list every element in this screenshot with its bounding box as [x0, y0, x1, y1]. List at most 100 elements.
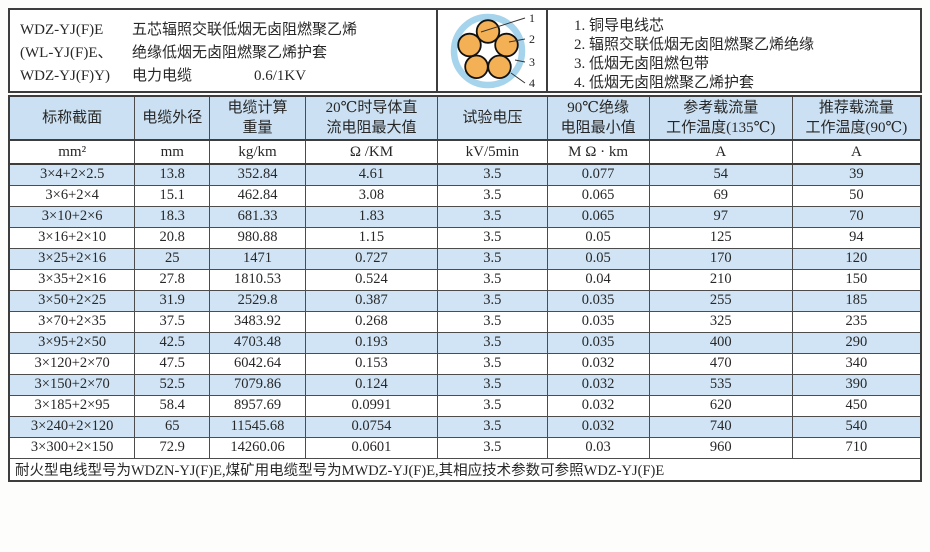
table-cell: 18.3 [134, 205, 211, 228]
table-cell: 15.1 [134, 184, 211, 207]
table-cell: 620 [648, 394, 793, 417]
description-line: 电力电缆 0.6/1KV [132, 65, 357, 88]
unit-cell: A [648, 139, 793, 165]
legend-item: 3. 低烟无卤阻燃包带 [574, 56, 710, 72]
table-cell: 3×70+2×35 [8, 310, 136, 333]
table-cell: 980.88 [209, 226, 306, 249]
column-header: 20℃时导体直 流电阻最大值 [304, 95, 439, 141]
table-cell: 0.032 [546, 415, 650, 438]
table-cell: 960 [648, 436, 793, 459]
table-cell: 125 [648, 226, 793, 249]
table-cell: 54 [648, 163, 793, 186]
table-cell: 1.83 [304, 205, 439, 228]
table-cell: 390 [791, 373, 922, 396]
units-row: mm² mm kg/km Ω /KM kV/5min M Ω · km A A [8, 139, 922, 165]
table-cell: 3.5 [437, 415, 548, 438]
table-cell: 325 [648, 310, 793, 333]
table-cell: 470 [648, 352, 793, 375]
voltage-rating: 0.6/1KV [254, 68, 307, 84]
table-cell: 0.05 [546, 247, 650, 270]
table-cell: 3×16+2×10 [8, 226, 136, 249]
table-cell: 1471 [209, 247, 306, 270]
unit-cell: kg/km [209, 139, 306, 165]
table-row: 3×35+2×16 27.8 1810.53 0.524 3.5 0.04 210 150 [8, 268, 922, 291]
table-row: 3×50+2×25 31.9 2529.8 0.387 3.5 0.035 255 185 [8, 289, 922, 312]
table-cell: 3×25+2×16 [8, 247, 136, 270]
callout-number: 4 [529, 76, 535, 90]
table-cell: 69 [648, 184, 793, 207]
table-cell: 6042.64 [209, 352, 306, 375]
table-cell: 0.032 [546, 352, 650, 375]
unit-cell: M Ω · km [546, 139, 650, 165]
callout-lines [480, 17, 526, 84]
unit-cell: kV/5min [437, 139, 548, 165]
table-cell: 0.03 [546, 436, 650, 459]
table-cell: 120 [791, 247, 922, 270]
table-cell: 340 [791, 352, 922, 375]
table-cell: 8957.69 [209, 394, 306, 417]
table-cell: 210 [648, 268, 793, 291]
description-line: 五芯辐照交联低烟无卤阻燃聚乙烯 [132, 22, 358, 38]
table-cell: 50 [791, 184, 922, 207]
unit-cell: Ω /KM [304, 139, 439, 165]
callout-number: 3 [529, 55, 535, 69]
cable-cross-section-diagram: 1 2 3 4 [438, 10, 548, 91]
callout-number: 2 [529, 32, 535, 46]
spec-table: 标称截面 电缆外径 电缆计算 重量 20℃时导体直 流电阻最大值 试验电压 90℃绝缘 电… [8, 95, 922, 482]
title-block: WDZ-YJ(F)E (WL-YJ(F)E、 WDZ-YJ(F)Y) 五芯辐照交联低… [8, 8, 922, 93]
table-cell: 0.04 [546, 268, 650, 291]
table-cell: 0.032 [546, 394, 650, 417]
table-cell: 0.124 [304, 373, 439, 396]
table-cell: 352.84 [209, 163, 306, 186]
table-cell: 14260.06 [209, 436, 306, 459]
table-row: 3×240+2×120 65 11545.68 0.0754 3.5 0.032 740 54… [8, 415, 922, 438]
legend-item: 1. 铜导电线芯 [574, 18, 665, 34]
table-cell: 681.33 [209, 205, 306, 228]
table-cell: 3×4+2×2.5 [8, 163, 136, 186]
table-cell: 3×185+2×95 [8, 394, 136, 417]
callout-numbers: 1 2 3 4 [529, 11, 535, 90]
footnote-row: 耐火型电线型号为WDZN-YJ(F)E,煤矿用电缆型号为MWDZ-YJ(F)E,… [8, 457, 922, 482]
table-cell: 3.5 [437, 163, 548, 186]
table-cell: 0.193 [304, 331, 439, 354]
table-cell: 42.5 [134, 331, 211, 354]
callout-number: 1 [529, 11, 535, 25]
table-cell: 0.0601 [304, 436, 439, 459]
column-header: 标称截面 [8, 95, 136, 141]
table-cell: 0.065 [546, 184, 650, 207]
table-cell: 97 [648, 205, 793, 228]
table-cell: 4703.48 [209, 331, 306, 354]
cable-core [475, 19, 501, 44]
table-cell: 20.8 [134, 226, 211, 249]
table-cell: 0.035 [546, 331, 650, 354]
table-cell: 3.5 [437, 205, 548, 228]
description-line: 绝缘低烟无卤阻燃聚乙烯护套 [132, 45, 328, 61]
table-cell: 3483.92 [209, 310, 306, 333]
content-frame: WDZ-YJ(F)E (WL-YJ(F)E、 WDZ-YJ(F)Y) 五芯辐照交联低… [8, 8, 922, 482]
unit-cell: mm [134, 139, 211, 165]
column-header: 试验电压 [437, 95, 548, 141]
table-cell: 65 [134, 415, 211, 438]
header-row: 标称截面 电缆外径 电缆计算 重量 20℃时导体直 流电阻最大值 试验电压 90℃绝缘 电… [8, 95, 922, 141]
table-cell: 47.5 [134, 352, 211, 375]
table-cell: 27.8 [134, 268, 211, 291]
table-cell: 540 [791, 415, 922, 438]
table-row: 3×185+2×95 58.4 8957.69 0.0991 3.5 0.032 620 45… [8, 394, 922, 417]
table-cell: 3×50+2×25 [8, 289, 136, 312]
table-cell: 0.153 [304, 352, 439, 375]
model-code-line: WDZ-YJ(F)Y) [20, 68, 110, 84]
unit-cell: mm² [8, 139, 136, 165]
table-cell: 25 [134, 247, 211, 270]
table-cell: 3.5 [437, 226, 548, 249]
column-header: 参考载流量 工作温度(135℃) [648, 95, 793, 141]
table-cell: 72.9 [134, 436, 211, 459]
table-cell: 400 [648, 331, 793, 354]
table-cell: 3.5 [437, 373, 548, 396]
table-cell: 4.61 [304, 163, 439, 186]
model-code-line: WDZ-YJ(F)E [20, 22, 104, 38]
table-cell: 290 [791, 331, 922, 354]
table-cell: 3×150+2×70 [8, 373, 136, 396]
table-cell: 235 [791, 310, 922, 333]
table-cell: 0.0754 [304, 415, 439, 438]
model-code-line: (WL-YJ(F)E、 [20, 45, 113, 61]
